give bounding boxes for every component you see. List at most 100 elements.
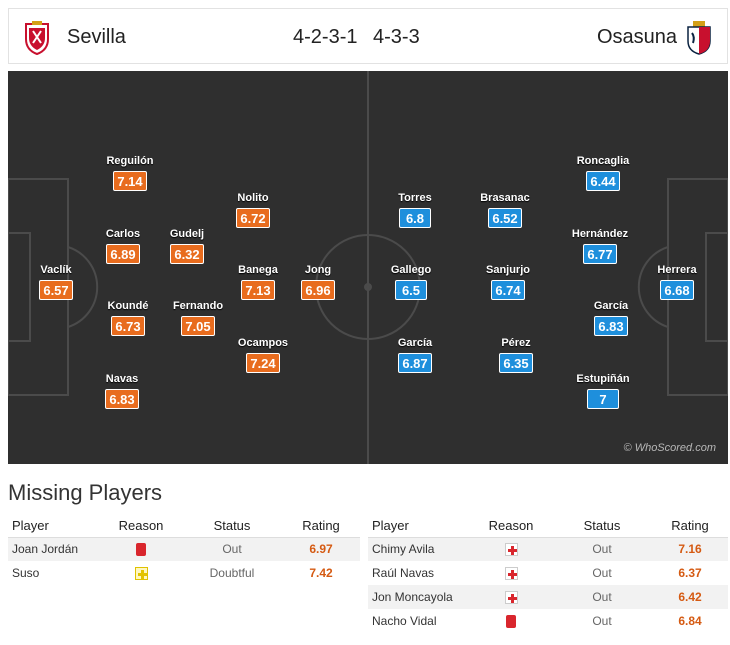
- table-row: Joan Jordán Out 6.97: [8, 537, 360, 561]
- status-cell: Doubtful: [209, 566, 255, 580]
- doubtful-injury-icon: [134, 567, 148, 581]
- reason-cell: [470, 585, 552, 609]
- status-cell: Out: [552, 585, 652, 609]
- away-player[interactable]: Gallego 6.5: [376, 263, 446, 300]
- player-name: Herrera: [657, 264, 697, 276]
- away-player[interactable]: Roncaglia 6.44: [568, 154, 638, 191]
- away-player[interactable]: Torres 6.8: [380, 191, 450, 228]
- player-name: Carlos: [105, 228, 141, 240]
- player-rating: 6.96: [301, 280, 335, 300]
- red-card-icon: [136, 543, 146, 557]
- col-player: Player: [368, 515, 470, 538]
- player-name: García: [397, 337, 433, 349]
- col-rating: Rating: [282, 515, 360, 538]
- away-player[interactable]: Brasanac 6.52: [470, 191, 540, 228]
- rating-cell: 7.16: [652, 537, 728, 561]
- player-cell[interactable]: Chimy Avila: [368, 537, 470, 561]
- col-status: Status: [552, 515, 652, 538]
- col-status: Status: [182, 515, 282, 538]
- away-team-name: Osasuna: [596, 26, 677, 48]
- player-name: Nolito: [237, 192, 269, 204]
- away-player[interactable]: Herrera 6.68: [642, 263, 712, 300]
- player-name: Pérez: [501, 337, 531, 349]
- status-cell: Out: [552, 537, 652, 561]
- col-reason: Reason: [470, 515, 552, 538]
- player-rating: 7.13: [241, 280, 275, 300]
- player-rating: 6.57: [39, 280, 73, 300]
- away-missing-table: Player Reason Status Rating Chimy Avila …: [368, 515, 728, 633]
- player-rating: 6.35: [499, 353, 533, 373]
- player-cell[interactable]: Jon Moncayola: [368, 585, 470, 609]
- away-player[interactable]: García 6.83: [576, 299, 646, 336]
- player-name: Banega: [238, 264, 278, 276]
- player-rating: 6.77: [583, 244, 617, 264]
- home-player[interactable]: Koundé 6.73: [93, 299, 163, 336]
- reason-cell: [100, 561, 182, 585]
- player-rating: 7: [587, 389, 619, 409]
- player-rating: 6.89: [106, 244, 140, 264]
- player-name: Brasanac: [480, 192, 530, 204]
- player-name: Gudelj: [169, 228, 205, 240]
- home-player[interactable]: Banega 7.13: [223, 263, 293, 300]
- home-missing-table: Player Reason Status Rating Joan Jordán …: [8, 515, 360, 585]
- match-header: Sevilla 4-2-3-1 4-3-3 Osasuna: [8, 8, 728, 64]
- player-rating: 7.14: [113, 171, 147, 191]
- away-player[interactable]: Pérez 6.35: [481, 336, 551, 373]
- rating-cell: 6.37: [678, 566, 702, 580]
- home-player[interactable]: Ocampos 7.24: [228, 336, 298, 373]
- player-name: Vaclík: [40, 264, 72, 276]
- player-cell[interactable]: Nacho Vidal: [372, 614, 437, 628]
- home-player[interactable]: Fernando 7.05: [163, 299, 233, 336]
- pitch: Vaclík 6.57 Reguilón 7.14 Carlos 6.89 Ko…: [8, 71, 728, 464]
- table-row: Nacho Vidal Out 6.84: [368, 609, 728, 633]
- player-rating: 6.72: [236, 208, 270, 228]
- table-row: Chimy Avila Out 7.16: [368, 537, 728, 561]
- player-name: Gallego: [390, 264, 432, 276]
- home-player[interactable]: Navas 6.83: [87, 372, 157, 409]
- player-cell[interactable]: Suso: [12, 566, 40, 580]
- player-rating: 6.32: [170, 244, 204, 264]
- away-player[interactable]: Sanjurjo 6.74: [473, 263, 543, 300]
- reason-cell: [470, 561, 552, 585]
- osasuna-crest-icon: [687, 21, 711, 55]
- injury-icon: [504, 543, 518, 557]
- away-formation: 4-3-3: [373, 26, 420, 48]
- reason-cell: [470, 609, 552, 633]
- col-player: Player: [8, 515, 100, 538]
- home-player[interactable]: Gudelj 6.32: [152, 227, 222, 264]
- player-rating: 6.5: [395, 280, 427, 300]
- status-cell: Out: [182, 537, 282, 561]
- player-name: Reguilón: [106, 155, 154, 167]
- home-player[interactable]: Carlos 6.89: [88, 227, 158, 264]
- rating-cell: 6.84: [678, 614, 702, 628]
- player-cell[interactable]: Raúl Navas: [372, 566, 435, 580]
- reason-cell: [100, 537, 182, 561]
- home-player[interactable]: Nolito 6.72: [218, 191, 288, 228]
- home-team-name: Sevilla: [67, 26, 126, 48]
- status-cell: Out: [592, 614, 612, 628]
- player-rating: 6.83: [105, 389, 139, 409]
- player-rating: 6.44: [586, 171, 620, 191]
- player-name: Roncaglia: [576, 155, 630, 167]
- player-rating: 6.87: [398, 353, 432, 373]
- player-cell[interactable]: Joan Jordán: [8, 537, 100, 561]
- player-rating: 7.05: [181, 316, 215, 336]
- player-name: Jong: [304, 264, 332, 276]
- table-row: Suso Doubtful 7.42: [8, 561, 360, 585]
- player-rating: 6.83: [594, 316, 628, 336]
- player-rating: 6.68: [660, 280, 694, 300]
- player-rating: 6.73: [111, 316, 145, 336]
- away-player[interactable]: Estupiñán 7: [568, 372, 638, 409]
- home-player[interactable]: Reguilón 7.14: [95, 154, 165, 191]
- away-player[interactable]: Hernández 6.77: [565, 227, 635, 264]
- player-rating: 7.24: [246, 353, 280, 373]
- home-player[interactable]: Jong 6.96: [283, 263, 353, 300]
- away-player[interactable]: García 6.87: [380, 336, 450, 373]
- table-row: Jon Moncayola Out 6.42: [368, 585, 728, 609]
- rating-cell: 7.42: [309, 566, 333, 580]
- home-player[interactable]: Vaclík 6.57: [21, 263, 91, 300]
- sevilla-crest-icon: [25, 21, 49, 55]
- player-name: García: [593, 300, 629, 312]
- injury-icon: [504, 567, 518, 581]
- col-rating: Rating: [652, 515, 728, 538]
